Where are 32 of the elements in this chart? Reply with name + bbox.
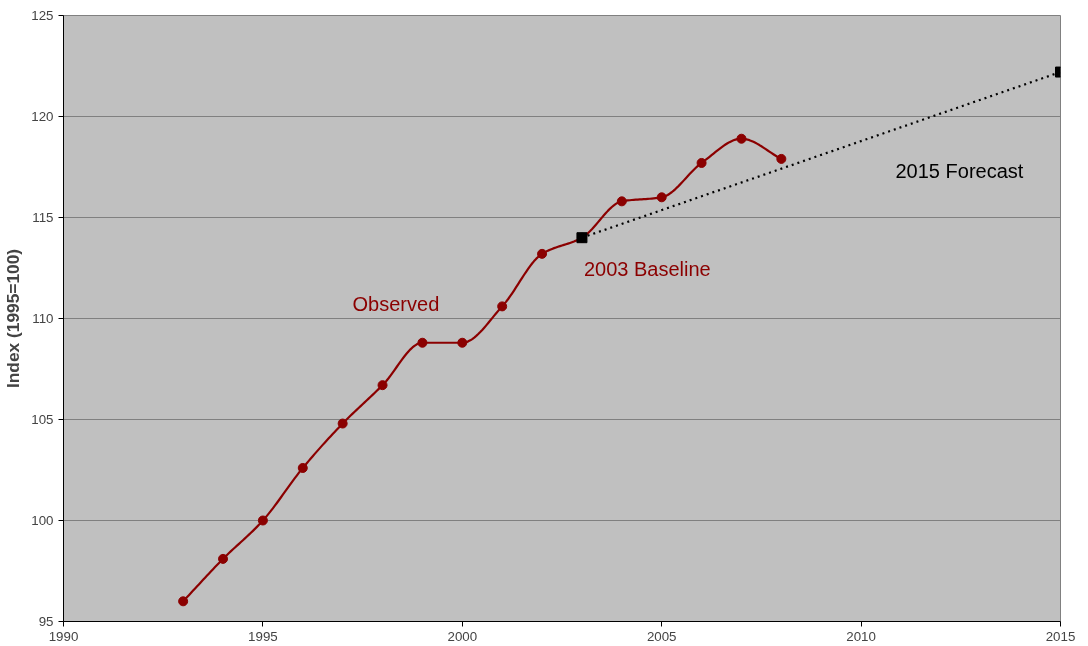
point bbox=[537, 248, 548, 259]
y-tick-label: 105 bbox=[31, 412, 54, 427]
point bbox=[297, 462, 308, 473]
point bbox=[656, 192, 667, 203]
y-tick-label: 125 bbox=[31, 8, 54, 23]
point bbox=[417, 337, 428, 348]
point bbox=[457, 337, 468, 348]
x-tick-label: 2005 bbox=[646, 628, 677, 644]
y-axis-title: Index (1995=100) bbox=[3, 248, 24, 389]
point bbox=[616, 196, 627, 207]
point bbox=[497, 301, 508, 312]
x-tick-label: 2015 bbox=[1045, 628, 1076, 644]
annotation: 2003 Baseline bbox=[583, 257, 711, 280]
point bbox=[696, 157, 707, 168]
point bbox=[377, 380, 388, 391]
y-tick-label: 95 bbox=[38, 614, 54, 629]
point bbox=[736, 133, 747, 144]
point bbox=[337, 418, 348, 429]
x-tick-label: 2000 bbox=[447, 628, 478, 644]
series-label: 2015 Forecast bbox=[895, 160, 1024, 183]
series-label: Observed bbox=[352, 293, 440, 316]
point bbox=[257, 515, 268, 526]
x-tick-label: 1995 bbox=[248, 628, 278, 644]
y-tick-label: 110 bbox=[32, 311, 54, 326]
point bbox=[218, 553, 229, 564]
point bbox=[178, 596, 189, 607]
y-tick-label: 100 bbox=[31, 513, 54, 528]
x-tick-label: 1990 bbox=[48, 628, 79, 644]
point bbox=[776, 153, 787, 164]
y-tick-label: 115 bbox=[32, 210, 54, 225]
x-tick-label: 2010 bbox=[846, 628, 876, 644]
y-tick-label: 120 bbox=[31, 109, 54, 124]
